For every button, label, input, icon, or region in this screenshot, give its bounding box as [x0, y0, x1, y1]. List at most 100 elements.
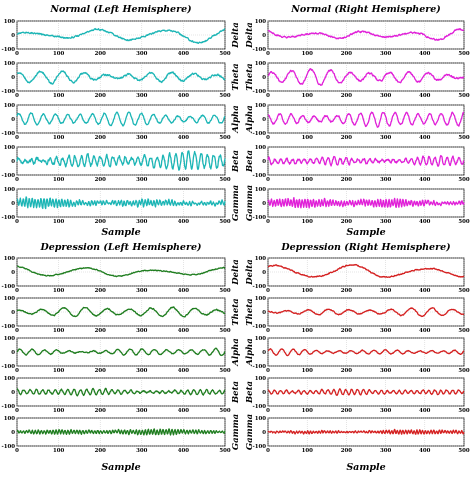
band-label-gamma: Gamma	[245, 414, 255, 450]
x-tick-label: 100	[302, 177, 314, 183]
x-tick-label: 100	[53, 219, 65, 225]
signal-line-delta	[16, 27, 226, 44]
x-tick-label: 500	[219, 408, 231, 414]
y-tick-label: -100	[253, 215, 267, 221]
y-tick-label: -100	[253, 364, 267, 370]
y-tick-label: 0	[11, 117, 15, 123]
band-label-gamma: Gamma	[231, 414, 241, 450]
x-tick-label: 500	[458, 288, 470, 294]
x-axis-label: Sample	[101, 462, 140, 473]
x-tick-label: 200	[341, 51, 353, 57]
x-tick-label: 300	[136, 93, 148, 99]
x-tick-label: 500	[458, 135, 470, 141]
band-label-delta: Delta	[245, 259, 255, 285]
x-tick-label: 0	[15, 219, 19, 225]
y-tick-label: 100	[4, 103, 16, 109]
signal-line-alpha	[16, 111, 226, 127]
band-label-alpha: Alpha	[245, 105, 255, 133]
x-tick-label: 200	[95, 219, 107, 225]
x-axis-label: Sample	[346, 227, 385, 238]
x-tick-label: 200	[341, 448, 353, 454]
x-axis-label: Sample	[101, 227, 140, 238]
x-tick-label: 400	[419, 368, 431, 374]
x-tick-label: 400	[419, 51, 431, 57]
x-tick-label: 0	[15, 448, 19, 454]
y-tick-label: 0	[262, 390, 266, 396]
band-label-delta: Delta	[231, 259, 241, 285]
y-tick-label: 100	[255, 187, 267, 193]
x-tick-label: 400	[178, 448, 190, 454]
y-tick-label: 0	[262, 33, 266, 39]
x-tick-label: 100	[53, 135, 65, 141]
y-tick-label: -100	[2, 444, 16, 450]
band-label-theta: Theta	[245, 298, 255, 325]
x-tick-label: 100	[302, 328, 314, 334]
x-tick-label: 400	[178, 219, 190, 225]
x-tick-label: 0	[15, 368, 19, 374]
x-tick-label: 400	[419, 328, 431, 334]
y-tick-label: 0	[11, 33, 15, 39]
x-tick-label: 200	[341, 288, 353, 294]
y-tick-label: -100	[253, 173, 267, 179]
y-tick-label: 0	[262, 75, 266, 81]
x-tick-label: 500	[219, 328, 231, 334]
signal-line-delta	[16, 265, 226, 278]
x-tick-label: 100	[302, 93, 314, 99]
x-tick-label: 300	[136, 448, 148, 454]
x-tick-label: 200	[95, 328, 107, 334]
x-tick-label: 500	[219, 177, 231, 183]
y-tick-label: 100	[4, 296, 16, 302]
x-tick-label: 500	[458, 177, 470, 183]
x-tick-label: 100	[53, 288, 65, 294]
x-tick-label: 0	[15, 328, 19, 334]
y-tick-label: 100	[4, 336, 16, 342]
x-tick-label: 0	[266, 368, 270, 374]
x-tick-label: 100	[302, 288, 314, 294]
signal-line-alpha	[16, 347, 226, 357]
x-tick-label: 500	[219, 448, 231, 454]
x-tick-label: 200	[341, 177, 353, 183]
chart-title: Depression (Left Hemisphere)	[40, 242, 202, 253]
x-tick-label: 100	[302, 51, 314, 57]
y-tick-label: -100	[253, 444, 267, 450]
y-tick-label: -100	[2, 364, 16, 370]
x-tick-label: 300	[136, 219, 148, 225]
y-tick-label: 100	[255, 376, 267, 382]
x-tick-label: 300	[380, 93, 392, 99]
x-tick-label: 200	[95, 93, 107, 99]
x-tick-label: 200	[341, 135, 353, 141]
y-tick-label: 0	[11, 310, 15, 316]
y-tick-label: 100	[4, 256, 16, 262]
y-tick-label: 0	[262, 117, 266, 123]
y-tick-label: -100	[2, 47, 16, 53]
x-tick-label: 100	[302, 408, 314, 414]
x-tick-label: 0	[266, 51, 270, 57]
x-tick-label: 500	[458, 368, 470, 374]
y-tick-label: 0	[11, 201, 15, 207]
x-tick-label: 100	[53, 368, 65, 374]
x-tick-label: 500	[219, 368, 231, 374]
x-tick-label: 300	[380, 135, 392, 141]
x-tick-label: 500	[219, 51, 231, 57]
x-tick-label: 0	[266, 288, 270, 294]
band-label-delta: Delta	[231, 22, 241, 48]
band-label-theta: Theta	[245, 63, 255, 90]
y-tick-label: 100	[255, 61, 267, 67]
y-tick-label: -100	[2, 89, 16, 95]
x-tick-label: 100	[53, 448, 65, 454]
y-tick-label: 100	[255, 103, 267, 109]
y-tick-label: -100	[2, 215, 16, 221]
y-tick-label: -100	[253, 284, 267, 290]
y-tick-label: 0	[11, 75, 15, 81]
